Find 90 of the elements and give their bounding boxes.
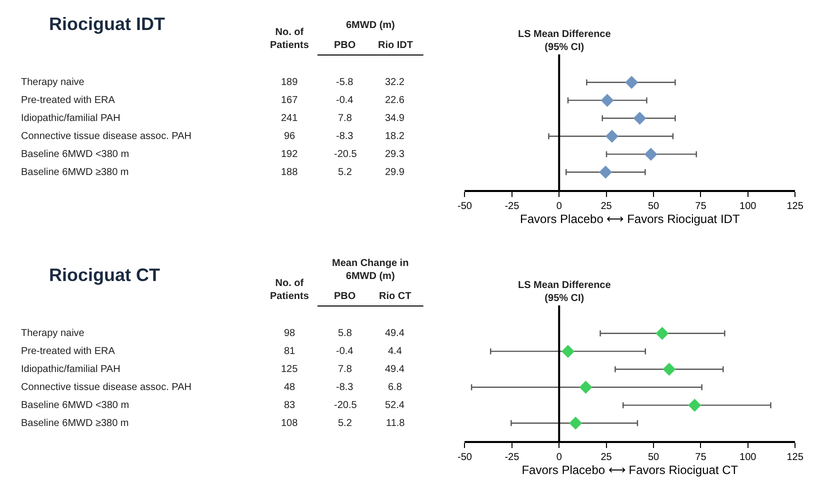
x-tick-label: -25 bbox=[504, 452, 520, 464]
x-tick-label: 100 bbox=[740, 201, 757, 212]
text: PBO bbox=[334, 291, 356, 302]
point bbox=[605, 130, 618, 143]
x-tick-label: 125 bbox=[786, 452, 804, 464]
x-tick-label: 0 bbox=[556, 201, 562, 212]
point bbox=[656, 326, 669, 340]
text: Rio IDT bbox=[378, 40, 413, 51]
text: 6.8 bbox=[388, 382, 402, 393]
text: 167 bbox=[281, 95, 298, 106]
category-label: Therapy naive bbox=[21, 328, 84, 339]
text: No. of Patients bbox=[270, 27, 310, 51]
category-label: Connective tissue disease assoc. PAH bbox=[21, 382, 192, 393]
x-axis-title: Favors Placebo ⟷ Favors Riociguat CT bbox=[522, 463, 739, 478]
text: 241 bbox=[281, 113, 298, 124]
text: 4.4 bbox=[388, 346, 402, 357]
text: -8.3 bbox=[336, 131, 354, 142]
x-axis-title: Favors Placebo ⟷ Favors Riociguat IDT bbox=[520, 212, 740, 226]
text: -20.5 bbox=[334, 149, 358, 160]
text: 7.8 bbox=[338, 364, 352, 375]
text: 29.3 bbox=[385, 149, 405, 160]
x-tick-label: 25 bbox=[600, 201, 612, 212]
point bbox=[599, 166, 612, 179]
x-tick-label: 100 bbox=[740, 452, 757, 464]
text: Mean Change in 6MWD (m) bbox=[332, 258, 409, 282]
point bbox=[569, 416, 582, 430]
text: 5.2 bbox=[338, 167, 352, 178]
text: 49.4 bbox=[385, 328, 405, 339]
category-label: Pre-treated with ERA bbox=[21, 95, 115, 106]
text: -8.3 bbox=[336, 382, 354, 393]
text: 108 bbox=[281, 418, 298, 429]
text: 22.6 bbox=[385, 95, 405, 106]
x-tick-label: 25 bbox=[600, 452, 612, 464]
text: No. of Patients bbox=[270, 278, 310, 302]
category-label: Idiopathic/familial PAH bbox=[21, 364, 120, 375]
text: Rio CT bbox=[379, 291, 412, 302]
text: 48 bbox=[284, 382, 296, 393]
category-label: Idiopathic/familial PAH bbox=[21, 113, 120, 124]
point bbox=[561, 344, 574, 358]
text: 32.2 bbox=[385, 77, 405, 88]
point bbox=[600, 94, 614, 107]
category-label: Therapy naive bbox=[21, 77, 84, 88]
text: -5.8 bbox=[336, 77, 354, 88]
text: 83 bbox=[284, 400, 296, 411]
text: 5.2 bbox=[338, 418, 352, 429]
text: 189 bbox=[281, 77, 298, 88]
category-label: Baseline 6MWD ≥380 m bbox=[21, 167, 129, 178]
text: 96 bbox=[284, 131, 296, 142]
chart-subtitle: LS Mean Difference (95% CI) bbox=[518, 280, 612, 304]
point bbox=[625, 76, 638, 89]
category-label: Baseline 6MWD <380 m bbox=[21, 400, 130, 411]
x-tick-label: -50 bbox=[458, 201, 472, 212]
point bbox=[644, 148, 658, 161]
x-tick-label: -50 bbox=[458, 452, 472, 464]
text: -20.5 bbox=[334, 400, 358, 411]
text: 6MWD (m) bbox=[346, 20, 395, 31]
point bbox=[579, 380, 592, 394]
text: 125 bbox=[281, 364, 298, 375]
x-tick-label: 75 bbox=[695, 452, 707, 464]
text: 11.8 bbox=[386, 418, 406, 429]
text: 18.2 bbox=[385, 131, 405, 142]
x-tick-label: -25 bbox=[504, 201, 520, 212]
text: PBO bbox=[334, 40, 356, 51]
x-tick-label: 50 bbox=[648, 201, 660, 212]
text: 29.9 bbox=[385, 167, 405, 178]
category-label: Connective tissue disease assoc. PAH bbox=[21, 131, 192, 142]
chart-subtitle: LS Mean Difference (95% CI) bbox=[518, 29, 612, 53]
point bbox=[688, 398, 702, 412]
category-label: Pre-treated with ERA bbox=[21, 346, 115, 357]
category-label: Baseline 6MWD <380 m bbox=[21, 149, 130, 160]
text: -0.4 bbox=[336, 346, 354, 357]
text: Riociguat CT bbox=[49, 265, 160, 285]
text: -0.4 bbox=[336, 95, 354, 106]
text: 188 bbox=[281, 167, 298, 178]
text: 98 bbox=[284, 328, 296, 339]
text: Riociguat IDT bbox=[49, 14, 166, 34]
x-tick-label: 50 bbox=[648, 452, 660, 464]
text: 81 bbox=[284, 346, 296, 357]
text: 34.9 bbox=[385, 113, 405, 124]
x-tick-label: 125 bbox=[786, 201, 804, 212]
category-label: Baseline 6MWD ≥380 m bbox=[21, 418, 129, 429]
text: 5.8 bbox=[338, 328, 352, 339]
point bbox=[662, 362, 676, 376]
text: 192 bbox=[281, 149, 298, 160]
x-tick-label: 75 bbox=[695, 201, 707, 212]
text: 49.4 bbox=[385, 364, 405, 375]
point bbox=[633, 112, 646, 125]
text: 52.4 bbox=[385, 400, 405, 411]
x-tick-label: 0 bbox=[556, 452, 562, 464]
text: 7.8 bbox=[338, 113, 352, 124]
